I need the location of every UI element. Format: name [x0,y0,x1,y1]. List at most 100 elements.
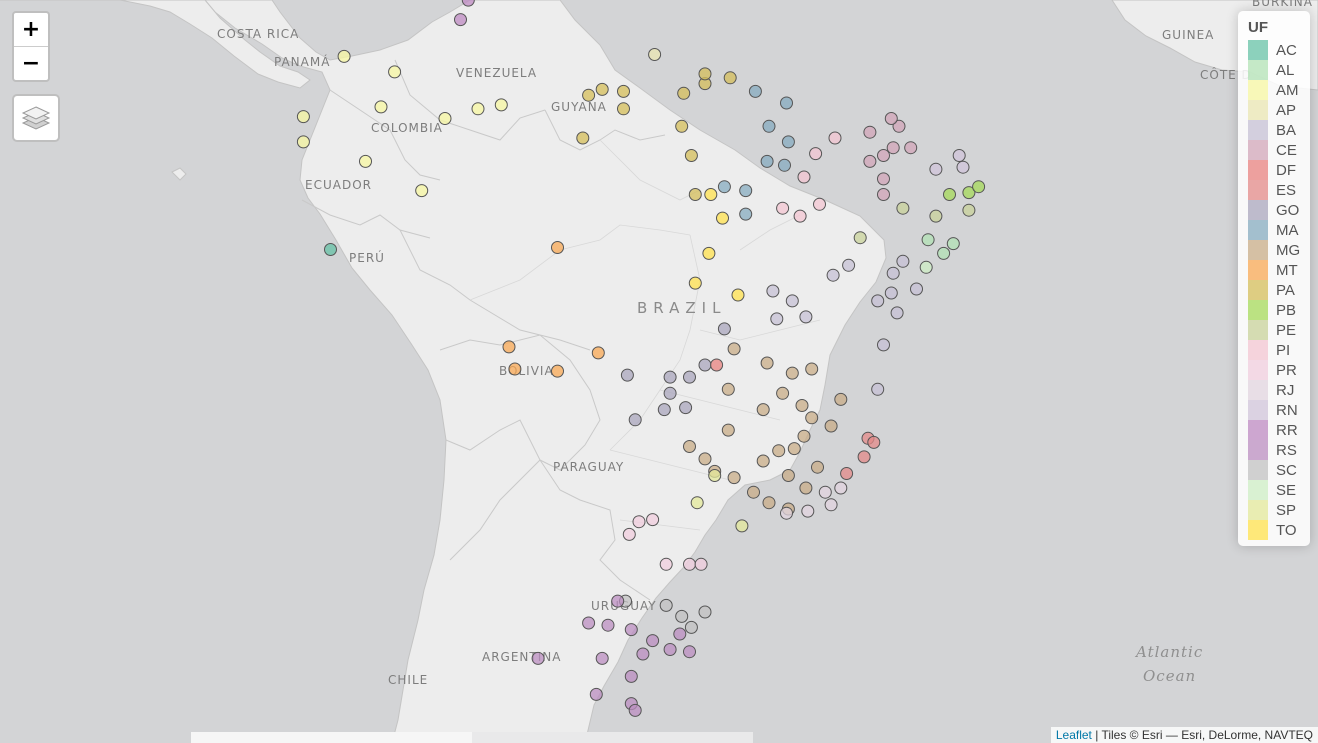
city-marker-pi[interactable] [813,197,826,211]
city-marker-mg[interactable] [805,362,819,376]
city-marker-mg[interactable] [756,454,770,468]
city-marker-sp[interactable] [690,496,704,510]
city-marker-rj[interactable] [824,498,838,512]
city-marker-ma[interactable] [717,180,731,194]
city-marker-ba[interactable] [910,282,923,296]
city-marker-ce[interactable] [892,119,906,133]
city-marker-go[interactable] [620,368,634,382]
city-marker-ba[interactable] [766,284,780,298]
city-marker-ce[interactable] [904,141,918,155]
city-marker-go[interactable] [717,322,731,336]
city-marker-am[interactable] [296,135,310,149]
city-marker-ce[interactable] [863,154,877,168]
city-marker-rj[interactable] [801,504,815,518]
city-marker-pr[interactable] [646,513,660,527]
city-marker-al[interactable] [921,233,935,247]
leaflet-link[interactable]: Leaflet [1055,728,1092,742]
city-marker-am[interactable] [438,112,452,125]
city-marker-rn[interactable] [952,149,966,162]
city-marker-ba[interactable] [799,310,813,324]
city-marker-df[interactable] [710,358,724,372]
city-marker-ce[interactable] [886,141,900,155]
city-marker-pe[interactable] [929,209,943,223]
city-marker-ac[interactable] [324,243,337,256]
city-marker-pr[interactable] [622,527,636,541]
city-marker-ce[interactable] [877,188,890,201]
city-marker-to[interactable] [716,211,729,225]
city-marker-mg[interactable] [698,452,712,466]
city-marker-pi[interactable] [828,131,842,145]
city-marker-pa[interactable] [582,88,596,102]
city-marker-pi[interactable] [797,170,811,184]
city-marker-am[interactable] [388,65,402,79]
city-marker-mg[interactable] [756,403,770,417]
city-marker-pa[interactable] [617,84,630,98]
city-marker-pe[interactable] [962,203,976,217]
city-marker-rn[interactable] [956,160,970,174]
city-marker-sp[interactable] [735,519,749,533]
city-marker-ba[interactable] [890,306,904,320]
city-marker-mg[interactable] [721,382,735,396]
zoom-in-button[interactable]: + [21,17,41,42]
city-marker-rs[interactable] [611,594,625,608]
city-marker-ma[interactable] [748,84,762,98]
city-marker-sp[interactable] [708,469,722,482]
city-marker-pb[interactable] [962,186,976,200]
city-marker-pr[interactable] [659,557,673,571]
city-marker-ce[interactable] [884,112,898,125]
city-marker-ma[interactable] [780,96,793,110]
city-marker-rr[interactable] [461,0,475,7]
city-marker-go[interactable] [663,386,677,400]
city-marker-pa[interactable] [595,82,609,96]
zoom-out-button[interactable]: − [14,46,48,80]
city-marker-pr[interactable] [683,557,696,571]
city-marker-to[interactable] [704,188,718,201]
city-marker-rj[interactable] [780,506,793,520]
city-marker-rs[interactable] [531,651,545,665]
city-marker-mg[interactable] [785,366,799,380]
city-marker-rs[interactable] [628,703,642,717]
city-marker-am[interactable] [296,110,310,124]
city-marker-ma[interactable] [760,154,774,168]
city-marker-rn[interactable] [929,162,943,176]
city-marker-pb[interactable] [972,180,986,194]
city-marker-pa[interactable] [688,188,702,201]
city-marker-al[interactable] [937,246,951,260]
city-marker-mg[interactable] [727,342,741,356]
city-marker-es[interactable] [867,435,881,449]
city-marker-pi[interactable] [776,201,790,215]
city-marker-ba[interactable] [877,338,890,352]
city-marker-mg[interactable] [727,471,741,485]
city-marker-mg[interactable] [824,419,838,433]
city-marker-pi[interactable] [809,147,823,161]
city-marker-am[interactable] [359,154,372,168]
city-marker-mt[interactable] [551,241,564,254]
city-marker-sc[interactable] [675,609,689,623]
city-marker-rs[interactable] [624,669,638,683]
city-marker-ce[interactable] [877,172,890,186]
city-marker-go[interactable] [683,370,696,384]
city-marker-rj[interactable] [834,481,848,495]
layers-button[interactable] [12,94,60,142]
city-marker-pa[interactable] [723,71,737,85]
city-marker-ce[interactable] [863,125,877,139]
city-marker-mt[interactable] [502,340,516,354]
city-marker-pr[interactable] [694,557,708,571]
city-marker-mg[interactable] [787,442,801,456]
city-marker-mg[interactable] [781,469,795,482]
city-marker-ce[interactable] [877,149,890,162]
city-marker-rr[interactable] [454,13,467,27]
city-marker-ma[interactable] [778,158,791,172]
city-marker-es[interactable] [840,467,854,480]
city-marker-go[interactable] [628,413,642,427]
city-marker-ba[interactable] [770,312,784,326]
city-marker-mg[interactable] [797,429,811,443]
city-marker-ba[interactable] [871,294,885,308]
city-marker-ap[interactable] [648,48,662,61]
city-marker-mg[interactable] [811,460,824,474]
scroll-thumb[interactable] [191,732,472,743]
city-marker-mt[interactable] [551,364,564,378]
city-marker-am[interactable] [374,100,388,114]
city-marker-rs[interactable] [601,618,615,632]
city-marker-mt[interactable] [508,362,522,376]
